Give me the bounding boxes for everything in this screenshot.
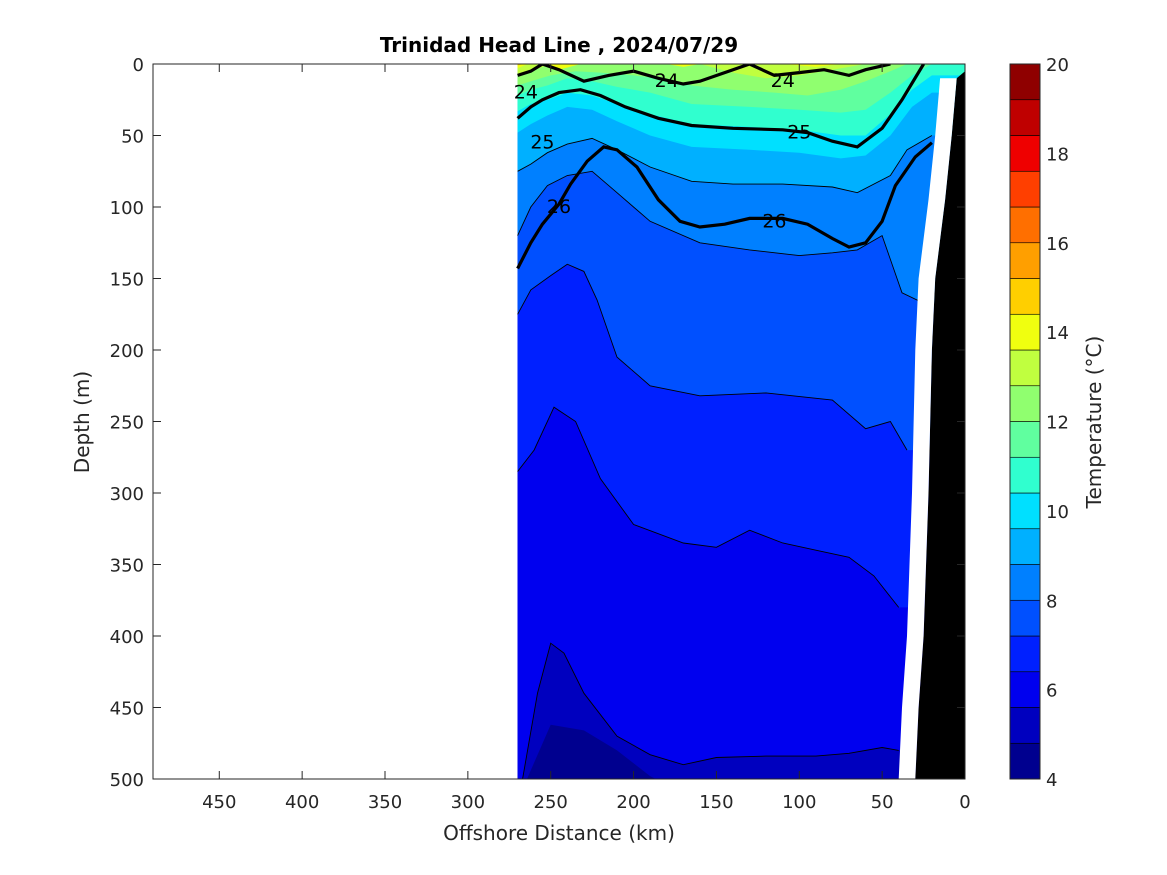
colorbar-swatch-10 bbox=[1009, 421, 1041, 458]
colorbar-tick-label-8: 8 bbox=[1046, 591, 1057, 612]
isotherm-line-3 bbox=[517, 263, 908, 451]
colorbar-tick-label-18: 18 bbox=[1046, 144, 1069, 165]
colorbar-frame bbox=[1009, 63, 1041, 780]
colorbar bbox=[1009, 63, 1041, 780]
colorbar-tick-label-6: 6 bbox=[1046, 681, 1057, 702]
colorbar-tick-label-4: 4 bbox=[1046, 770, 1057, 791]
colorbar-swatch-1 bbox=[1009, 742, 1041, 780]
temperature-bands bbox=[517, 64, 965, 779]
colorbar-swatch-19 bbox=[1009, 99, 1041, 136]
shelf-gap bbox=[898, 78, 957, 779]
y-tick-label-250: 250 bbox=[110, 413, 144, 434]
contour-label-24-2: 24 bbox=[655, 70, 679, 92]
colorbar-swatch-9 bbox=[1009, 456, 1041, 494]
colorbar-tick-label-10: 10 bbox=[1046, 502, 1069, 523]
y-tick-label-400: 400 bbox=[110, 627, 144, 648]
colorbar-swatch-14 bbox=[1009, 278, 1041, 315]
y-tick-label-350: 350 bbox=[110, 556, 144, 577]
x-tick-label-400: 400 bbox=[285, 792, 319, 813]
colorbar-swatch-13 bbox=[1009, 313, 1041, 351]
colorbar-tick-label-12: 12 bbox=[1046, 413, 1069, 434]
y-axis-title: Depth (m) bbox=[70, 371, 94, 473]
x-tick-label-250: 250 bbox=[534, 792, 568, 813]
y-tick-label-50: 50 bbox=[121, 127, 144, 148]
x-tick-label-300: 300 bbox=[451, 792, 485, 813]
colorbar-swatch-4 bbox=[1009, 635, 1041, 673]
x-tick-label-350: 350 bbox=[368, 792, 402, 813]
colorbar-swatch-16 bbox=[1009, 206, 1041, 244]
isotherm-line-2 bbox=[517, 406, 900, 608]
x-tick-label-200: 200 bbox=[616, 792, 650, 813]
colorbar-swatch-17 bbox=[1009, 170, 1041, 208]
seafloor-mask bbox=[898, 71, 965, 779]
chart-title: Trinidad Head Line , 2024/07/29 bbox=[380, 33, 738, 57]
colorbar-tick-label-20: 20 bbox=[1046, 55, 1069, 76]
seafloor bbox=[915, 71, 965, 779]
colorbar-swatch-20 bbox=[1009, 63, 1041, 101]
x-tick-label-0: 0 bbox=[959, 792, 970, 813]
contour-label-25-2: 25 bbox=[787, 122, 811, 144]
density-contour-26 bbox=[516, 141, 933, 270]
y-tick-label-450: 450 bbox=[110, 699, 144, 720]
contour-label-24-1: 24 bbox=[514, 82, 538, 104]
colorbar-swatch-6 bbox=[1009, 564, 1041, 601]
colorbar-swatch-15 bbox=[1009, 242, 1041, 279]
density-contour-25 bbox=[516, 64, 925, 149]
y-tick-label-200: 200 bbox=[110, 341, 144, 362]
colorbar-swatch-5 bbox=[1009, 599, 1041, 637]
contour-label-25-1: 25 bbox=[530, 132, 554, 154]
y-axis: 0 50 100 150 200 250 300 350 400 450 500 bbox=[110, 55, 965, 791]
isotherm-line-1 bbox=[522, 642, 899, 779]
x-tick-label-100: 100 bbox=[782, 792, 816, 813]
contour-label-26-2: 26 bbox=[762, 210, 786, 232]
x-axis-title: Offshore Distance (km) bbox=[443, 821, 675, 845]
temperature-band-16 bbox=[517, 64, 965, 70]
x-tick-label-450: 450 bbox=[202, 792, 236, 813]
colorbar-swatch-2 bbox=[1009, 707, 1041, 744]
isotherm-line-5 bbox=[517, 135, 933, 194]
y-tick-label-500: 500 bbox=[110, 770, 144, 791]
colorbar-tick-label-14: 14 bbox=[1046, 323, 1069, 344]
contour-label-24-3: 24 bbox=[771, 70, 795, 92]
y-tick-label-150: 150 bbox=[110, 270, 144, 291]
x-axis: 450 400 350 300 250 200 150 100 50 0 bbox=[202, 64, 971, 813]
colorbar-swatch-12 bbox=[1009, 349, 1041, 387]
colorbar-swatch-18 bbox=[1009, 135, 1041, 172]
contour-labels: 24 24 24 25 25 26 26 bbox=[514, 70, 812, 232]
colorbar-tick-label-16: 16 bbox=[1046, 234, 1069, 255]
colorbar-title: Temperature (°C) bbox=[1082, 336, 1106, 510]
colorbar-swatch-3 bbox=[1009, 671, 1041, 708]
y-tick-label-300: 300 bbox=[110, 484, 144, 505]
temperature-band-15 bbox=[517, 64, 965, 79]
y-tick-label-100: 100 bbox=[110, 198, 144, 219]
isotherm-line-4 bbox=[517, 170, 933, 308]
density-contour-24 bbox=[517, 64, 891, 86]
colorbar-swatch-7 bbox=[1009, 528, 1041, 565]
y-tick-label-0: 0 bbox=[133, 55, 144, 76]
x-tick-label-150: 150 bbox=[699, 792, 733, 813]
colorbar-ticks: 4 6 8 10 12 14 16 18 20 bbox=[1046, 55, 1069, 791]
colorbar-swatch-11 bbox=[1009, 385, 1041, 422]
contour-label-26-1: 26 bbox=[547, 196, 571, 218]
contour-lines bbox=[516, 64, 933, 779]
colorbar-swatch-8 bbox=[1009, 492, 1041, 530]
x-tick-label-50: 50 bbox=[871, 792, 894, 813]
